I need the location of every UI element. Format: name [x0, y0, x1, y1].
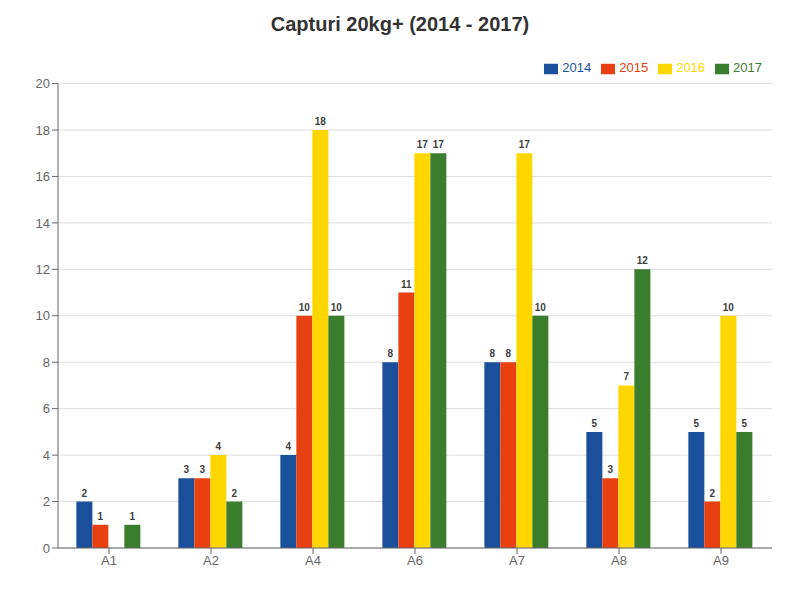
svg-text:A4: A4: [305, 553, 321, 568]
svg-text:1: 1: [130, 511, 136, 522]
svg-text:5: 5: [742, 418, 748, 429]
svg-text:A2: A2: [203, 553, 219, 568]
svg-text:14: 14: [36, 216, 50, 231]
html-text:2015: 2015: [619, 60, 649, 75]
svg-text:6: 6: [43, 401, 50, 416]
svg-text:A8: A8: [611, 553, 627, 568]
svg-text:A1: A1: [101, 553, 117, 568]
svg-text:18: 18: [36, 123, 50, 138]
svg-text:8: 8: [43, 355, 50, 370]
svg-text:2: 2: [710, 488, 716, 499]
svg-text:12: 12: [637, 255, 649, 266]
html-text:Capturi 20kg+ (2014 - 2017): Capturi 20kg+ (2014 - 2017): [270, 13, 530, 35]
svg-text:10: 10: [331, 302, 343, 313]
html-text:2017: 2017: [733, 60, 762, 75]
svg-text:10: 10: [723, 302, 735, 313]
svg-text:10: 10: [535, 302, 547, 313]
svg-text:0: 0: [43, 541, 50, 556]
svg-text:4: 4: [286, 441, 292, 452]
svg-text:5: 5: [592, 418, 598, 429]
svg-text:18: 18: [315, 116, 327, 127]
svg-text:12: 12: [36, 262, 50, 277]
svg-text:2: 2: [43, 494, 50, 509]
svg-text:3: 3: [608, 464, 614, 475]
svg-text:A9: A9: [713, 553, 729, 568]
svg-text:17: 17: [417, 139, 429, 150]
svg-text:17: 17: [519, 139, 531, 150]
html-text:2014: 2014: [562, 60, 592, 75]
svg-text:11: 11: [401, 279, 412, 290]
svg-text:5: 5: [694, 418, 700, 429]
svg-text:1: 1: [98, 511, 104, 522]
svg-text:8: 8: [506, 348, 512, 359]
svg-text:17: 17: [433, 139, 445, 150]
svg-text:7: 7: [624, 371, 630, 382]
svg-text:20: 20: [36, 76, 50, 91]
svg-text:8: 8: [490, 348, 496, 359]
svg-text:A6: A6: [407, 553, 423, 568]
svg-text:2: 2: [232, 488, 238, 499]
svg-text:10: 10: [299, 302, 311, 313]
svg-text:3: 3: [184, 464, 190, 475]
svg-text:4: 4: [216, 441, 222, 452]
svg-text:16: 16: [36, 169, 50, 184]
svg-text:2: 2: [82, 488, 88, 499]
svg-text:3: 3: [200, 464, 206, 475]
svg-text:4: 4: [43, 448, 50, 463]
svg-text:10: 10: [36, 308, 50, 323]
svg-text:8: 8: [388, 348, 394, 359]
html-text:2016: 2016: [676, 60, 706, 75]
svg-text:A7: A7: [509, 553, 525, 568]
